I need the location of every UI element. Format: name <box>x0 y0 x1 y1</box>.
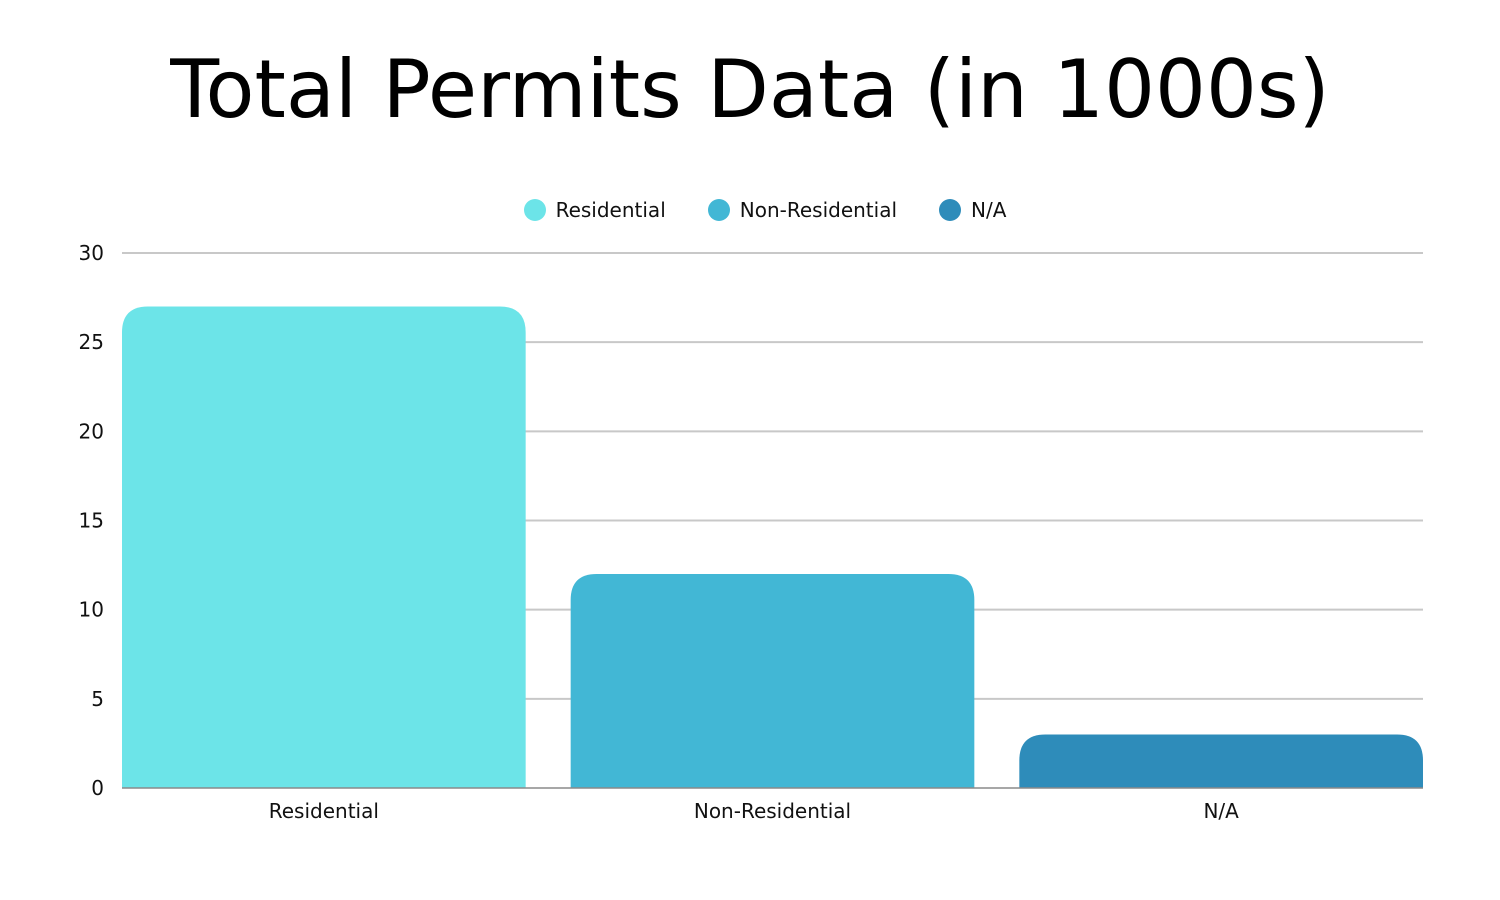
y-tick-label: 5 <box>91 687 104 711</box>
legend-item-non-residential: Non-Residential <box>707 198 898 222</box>
x-tick-label: N/A <box>1203 799 1239 823</box>
y-tick-label: 25 <box>79 330 104 354</box>
bar-non-residential <box>570 574 975 788</box>
bar-n-a <box>1019 734 1423 788</box>
legend-label-na: N/A <box>971 198 1007 222</box>
legend-swatch-non-residential <box>707 199 730 221</box>
bar-residential <box>122 306 526 788</box>
y-tick-label: 15 <box>79 509 104 533</box>
legend-swatch-na <box>939 199 962 221</box>
y-tick-label: 0 <box>91 776 104 800</box>
legend-label-non-residential: Non-Residential <box>739 198 898 222</box>
legend-item-residential: Residential <box>523 198 666 222</box>
legend-swatch-residential <box>523 199 546 221</box>
y-tick-label: 30 <box>79 241 104 265</box>
legend-label-residential: Residential <box>555 198 666 222</box>
legend-item-na: N/A <box>939 198 1006 222</box>
chart-legend: Residential Non-Residential N/A <box>0 198 1500 222</box>
chart-title: Total Permits Data (in 1000s) <box>170 43 1330 136</box>
y-tick-label: 20 <box>79 419 104 443</box>
x-tick-label: Residential <box>269 799 379 823</box>
y-tick-label: 10 <box>79 598 104 622</box>
x-tick-label: Non-Residential <box>694 799 851 823</box>
